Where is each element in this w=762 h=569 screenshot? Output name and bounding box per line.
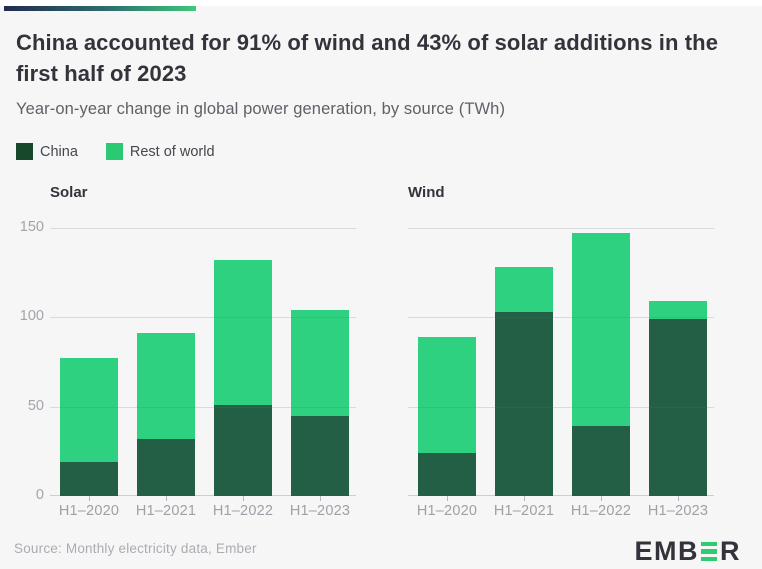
x-axis-tick [243, 496, 244, 501]
x-axis-tick [678, 496, 679, 501]
x-axis-baseline [408, 495, 714, 496]
wind-panel-title: Wind [408, 184, 445, 201]
gridline-50 [408, 406, 714, 408]
x-axis-label-h1-2022: H1–2022 [570, 503, 632, 519]
y-axis-label-150: 150 [19, 219, 44, 235]
x-axis-tick [89, 496, 90, 501]
chart-title: China accounted for 91% of wind and 43% … [16, 30, 719, 86]
y-axis-label-100: 100 [19, 308, 44, 325]
y-axis-label-50: 50 [27, 397, 44, 414]
bar-segment-china [137, 438, 195, 496]
chart-subtitle: Year-on-year change in global power gene… [16, 100, 506, 118]
ember-logo-e-bars-icon [701, 541, 717, 562]
bar-segment-china [649, 319, 707, 496]
x-axis-tick [524, 496, 525, 501]
gridline-50 [50, 406, 356, 408]
x-axis-label-h1-2020: H1–2020 [58, 503, 120, 519]
brand-accent-bar [4, 6, 196, 11]
bar-segment-rest-of-world [418, 337, 476, 454]
bar-segment-china [418, 453, 476, 496]
legend-swatch-china [16, 143, 33, 160]
legend-item-rest-of-world: Rest of world [105, 143, 215, 160]
bar-h1-2020 [60, 358, 118, 496]
x-axis-label-h1-2023: H1–2023 [289, 503, 351, 519]
x-axis-label-h1-2020: H1–2020 [416, 503, 478, 519]
bar-segment-china [60, 462, 118, 496]
bar-segment-china [214, 404, 272, 496]
bar-h1-2022 [214, 260, 272, 496]
gridline-150 [408, 228, 714, 229]
x-axis-label-h1-2023: H1–2023 [647, 503, 709, 519]
bar-segment-china [495, 311, 553, 496]
solar-panel-title: Solar [50, 184, 88, 201]
gridline-100 [408, 317, 714, 319]
legend: China Rest of world [16, 143, 215, 160]
bar-h1-2023 [291, 310, 349, 496]
bar-segment-rest-of-world [495, 267, 553, 312]
bar-segment-rest-of-world [60, 358, 118, 463]
bar-h1-2021 [137, 333, 195, 496]
x-axis-baseline [50, 495, 356, 496]
bar-h1-2020 [418, 337, 476, 496]
x-axis-label-h1-2021: H1–2021 [493, 503, 555, 519]
ember-logo-text-r: R [720, 536, 741, 566]
legend-label-china: China [40, 143, 78, 160]
x-axis-tick [166, 496, 167, 501]
legend-label-rest-of-world: Rest of world [129, 143, 215, 160]
gridline-150 [50, 228, 356, 229]
bar-h1-2022 [572, 233, 630, 496]
top-white-strip [0, 0, 762, 6]
bar-segment-china [572, 426, 630, 496]
bar-segment-rest-of-world [214, 260, 272, 405]
legend-item-china: China [16, 143, 78, 160]
wind-chart-plot: H1–2020 H1–2021 H1–2022 H1–2023 [408, 228, 714, 519]
ember-logo: EMB R [635, 536, 742, 567]
bar-segment-china [291, 415, 349, 496]
x-axis-tick [601, 496, 602, 501]
bar-h1-2023 [649, 301, 707, 496]
bar-segment-rest-of-world [291, 310, 349, 416]
x-axis-tick [320, 496, 321, 501]
bar-segment-rest-of-world [649, 301, 707, 320]
x-axis-tick [447, 496, 448, 501]
x-axis-label-h1-2022: H1–2022 [212, 503, 274, 519]
legend-swatch-rest-of-world [105, 143, 123, 160]
solar-chart-plot: H1–2020 H1–2021 H1–2022 H1–2023 [50, 228, 356, 519]
bar-h1-2021 [495, 267, 553, 496]
bar-segment-rest-of-world [137, 333, 195, 439]
x-axis-label-h1-2021: H1–2021 [135, 503, 197, 519]
source-note: Source: Monthly electricity data, Ember [14, 541, 257, 556]
gridline-100 [50, 317, 356, 319]
y-axis-label-0: 0 [35, 487, 44, 503]
bar-segment-rest-of-world [572, 233, 630, 427]
ember-logo-text-emb: EMB [634, 536, 699, 566]
